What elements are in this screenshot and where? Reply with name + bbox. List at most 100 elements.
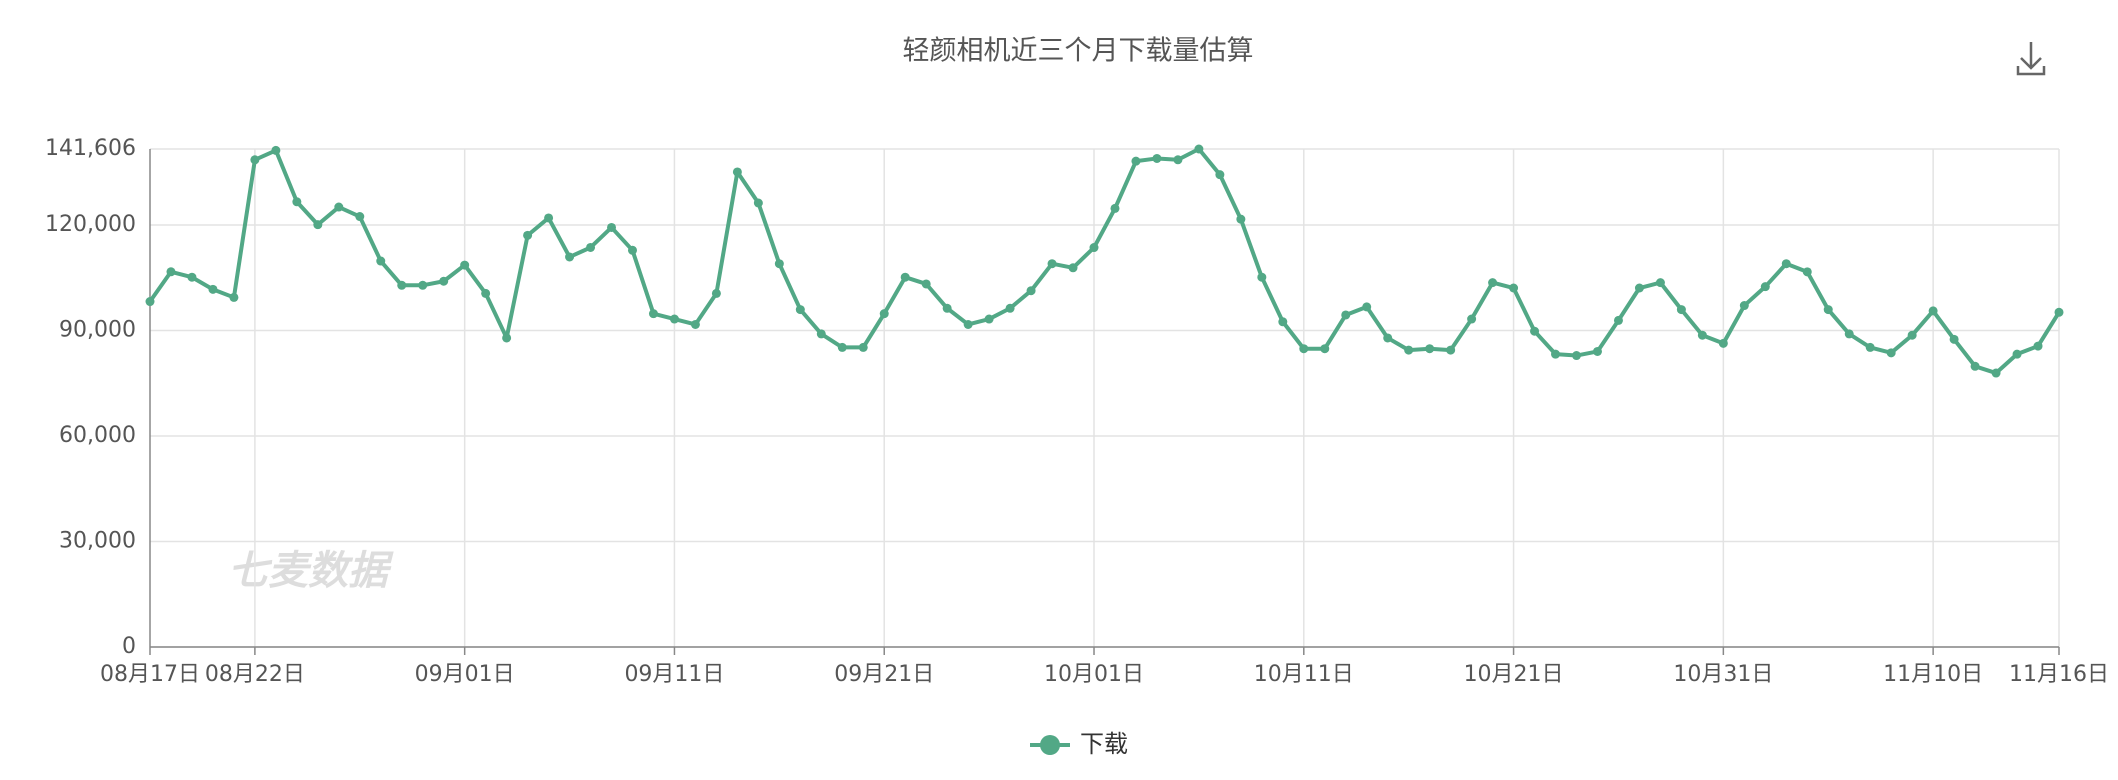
data-point (1760, 282, 1770, 292)
x-tick-label: 09月21日 (834, 662, 934, 687)
data-point (1152, 153, 1162, 163)
data-point (2012, 349, 2022, 359)
data-point (900, 272, 910, 282)
data-point (397, 280, 407, 290)
data-point (1257, 272, 1267, 282)
data-point (1551, 349, 1561, 359)
data-point (1676, 305, 1686, 315)
x-tick-label: 10月31日 (1673, 662, 1773, 687)
data-point (1488, 278, 1498, 288)
data-point (795, 305, 805, 315)
data-point (1865, 342, 1875, 352)
data-point (334, 202, 344, 212)
data-point (1446, 345, 1456, 355)
data-point (690, 319, 700, 329)
legend-label: 下载 (1080, 730, 1128, 758)
data-point (1613, 315, 1623, 325)
chart-title: 轻颜相机近三个月下载量估算 (903, 36, 1254, 67)
data-point (313, 220, 323, 230)
data-point (1823, 305, 1833, 315)
data-point (271, 145, 281, 155)
data-point (250, 155, 260, 165)
data-point (837, 342, 847, 352)
data-point (1991, 368, 2001, 378)
data-point (1509, 283, 1519, 293)
data-point (1299, 344, 1309, 354)
data-point (1634, 283, 1644, 293)
data-point (1383, 333, 1393, 343)
data-point (208, 284, 218, 294)
x-tick-label: 08月17日 (100, 662, 200, 687)
data-point (2033, 341, 2043, 351)
data-point (1718, 338, 1728, 348)
data-point (1592, 346, 1602, 356)
y-tick-label: 0 (122, 634, 136, 659)
data-point (187, 272, 197, 282)
data-point (627, 245, 637, 255)
data-point (460, 260, 470, 270)
data-point (1362, 302, 1372, 312)
data-point (774, 259, 784, 269)
data-point (669, 314, 679, 324)
data-point (1026, 286, 1036, 296)
data-point (648, 309, 658, 319)
data-point (1215, 170, 1225, 180)
data-point (1320, 344, 1330, 354)
data-point (753, 198, 763, 208)
data-point (1467, 314, 1477, 324)
data-point (376, 256, 386, 266)
data-point (2054, 307, 2064, 317)
data-point (1236, 214, 1246, 224)
x-tick-label: 11月16日 (2009, 662, 2109, 687)
download-icon[interactable] (2016, 42, 2046, 76)
data-point (1341, 310, 1351, 320)
data-point (544, 213, 554, 223)
data-point (523, 230, 533, 240)
data-point (418, 280, 428, 290)
data-point (1572, 351, 1582, 361)
data-point (607, 222, 617, 232)
data-point (481, 288, 491, 298)
data-point (984, 314, 994, 324)
x-tick-label: 08月22日 (205, 662, 305, 687)
x-tick-label: 10月21日 (1464, 662, 1564, 687)
data-point (166, 267, 176, 277)
data-point (292, 197, 302, 207)
data-point (1655, 278, 1665, 288)
data-point (921, 279, 931, 289)
data-point (1928, 306, 1938, 316)
data-point (1047, 259, 1057, 269)
data-point (1278, 317, 1288, 327)
data-point (858, 342, 868, 352)
data-point (1089, 243, 1099, 253)
y-tick-label: 30,000 (59, 528, 136, 553)
data-point (963, 319, 973, 329)
data-point (502, 333, 512, 343)
legend-item[interactable]: 下载 (1030, 730, 1128, 758)
data-point (1970, 361, 1980, 371)
x-tick-label: 09月11日 (624, 662, 724, 687)
line-series (148, 147, 2061, 376)
data-point (586, 242, 596, 252)
data-point (1949, 334, 1959, 344)
x-tick-label: 10月11日 (1254, 662, 1354, 687)
data-point (565, 252, 575, 262)
download-button[interactable] (2016, 42, 2046, 76)
x-tick-label: 11月10日 (1883, 662, 1983, 687)
data-point (1697, 330, 1707, 340)
y-tick-label: 141,606 (45, 136, 136, 161)
data-point (732, 167, 742, 177)
data-point (1781, 259, 1791, 269)
y-tick-label: 60,000 (59, 423, 136, 448)
x-tick-label: 09月01日 (415, 662, 515, 687)
data-point (1907, 330, 1917, 340)
data-point (816, 329, 826, 339)
data-point (1068, 263, 1078, 273)
data-point (1110, 203, 1120, 213)
data-point (879, 309, 889, 319)
data-point (1739, 301, 1749, 311)
data-point (1844, 329, 1854, 339)
data-point (1173, 155, 1183, 165)
data-point (1802, 267, 1812, 277)
